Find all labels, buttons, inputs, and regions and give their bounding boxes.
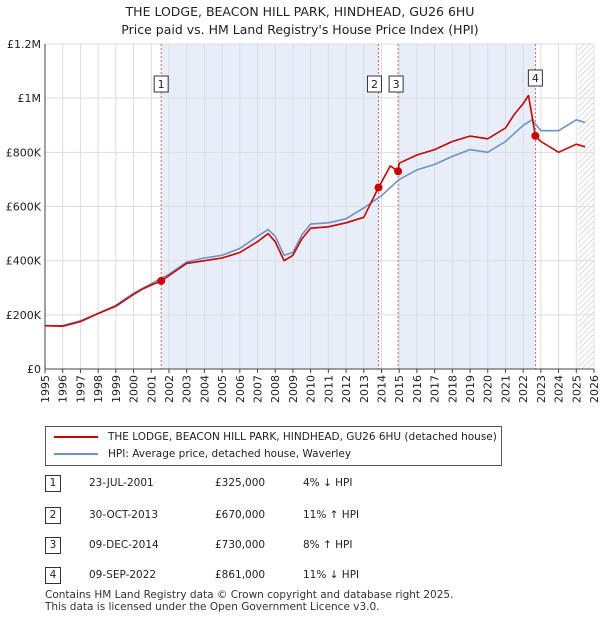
x-tick-label: 2022 — [517, 375, 530, 403]
x-tick-label: 2019 — [464, 375, 477, 403]
transaction-number: 1 — [45, 475, 61, 492]
sale-number-box — [366, 75, 382, 93]
x-tick-label: 2024 — [553, 375, 566, 403]
transaction-hpi: 4% ↓ HPI — [303, 477, 353, 489]
x-tick-label: 2017 — [429, 375, 442, 403]
x-tick-label: 1995 — [39, 375, 52, 403]
x-tick-label: 2007 — [252, 375, 265, 403]
sale-number-label: 1 — [158, 78, 165, 91]
y-tick-label: £400K — [6, 255, 42, 268]
property-series-line — [44, 94, 586, 328]
x-tick-label: 2010 — [305, 375, 318, 403]
x-tick-label: 2016 — [411, 375, 424, 403]
x-tick-label: 1996 — [57, 375, 70, 403]
transaction-price: £670,000 — [215, 509, 266, 521]
x-tick-label: 2003 — [181, 375, 194, 403]
x-tick-label: 1997 — [74, 375, 87, 403]
legend-swatch-hpi — [54, 453, 98, 455]
transaction-hpi: 11% ↓ HPI — [303, 569, 360, 581]
x-tick-label: 2015 — [393, 375, 406, 403]
footer-copyright: Contains HM Land Registry data © Crown c… — [45, 589, 454, 601]
x-tick-label: 2013 — [358, 375, 371, 403]
legend-swatch-property — [54, 436, 98, 438]
x-tick-label: 2002 — [163, 375, 176, 403]
transaction-date: 09-SEP-2022 — [89, 569, 157, 581]
y-tick-label: £1M — [18, 92, 42, 105]
sale-point — [394, 167, 403, 176]
x-tick-label: 2014 — [375, 375, 388, 403]
legend-label-hpi: HPI: Average price, detached house, Wave… — [108, 448, 352, 460]
x-tick-label: 2005 — [216, 375, 229, 403]
transaction-row: 3 09-DEC-2014 £730,000 8% ↑ HPI — [45, 537, 465, 555]
legend: THE LODGE, BEACON HILL PARK, HINDHEAD, G… — [45, 426, 502, 466]
x-tick-label: 2018 — [446, 375, 459, 403]
x-tick-label: 1998 — [92, 375, 105, 403]
sale-point — [531, 131, 540, 140]
transaction-hpi: 11% ↑ HPI — [303, 509, 360, 521]
transaction-price: £325,000 — [215, 477, 266, 489]
y-tick-label: £800K — [6, 146, 42, 159]
sale-number-label: 3 — [393, 78, 400, 91]
sale-point — [157, 276, 166, 285]
x-tick-label: 2008 — [269, 375, 282, 403]
x-tick-label: 2000 — [128, 375, 141, 403]
x-tick-label: 2026 — [588, 375, 600, 403]
x-tick-label: 2023 — [535, 375, 548, 403]
x-tick-label: 2009 — [287, 375, 300, 403]
footer-licence: This data is licensed under the Open Gov… — [45, 601, 380, 613]
y-tick-label: £0 — [27, 363, 41, 376]
transaction-price: £861,000 — [215, 569, 266, 581]
sale-number-box — [388, 75, 404, 93]
sale-point — [374, 183, 383, 192]
transaction-date: 09-DEC-2014 — [89, 539, 159, 551]
transaction-number: 2 — [45, 507, 61, 524]
legend-item-property: THE LODGE, BEACON HILL PARK, HINDHEAD, G… — [54, 431, 497, 443]
hpi-series-line — [45, 119, 586, 327]
x-tick-label: 2004 — [198, 375, 211, 403]
x-tick-label: 2020 — [482, 375, 495, 403]
x-tick-label: 1999 — [110, 375, 123, 403]
chart-title: THE LODGE, BEACON HILL PARK, HINDHEAD, G… — [125, 4, 475, 19]
x-tick-label: 2001 — [145, 375, 158, 403]
x-tick-label: 2025 — [570, 375, 583, 403]
footer: Contains HM Land Registry data © Crown c… — [45, 589, 453, 613]
x-tick-label: 2012 — [340, 375, 353, 403]
transaction-date: 23-JUL-2001 — [89, 477, 154, 489]
transaction-number: 4 — [45, 567, 61, 584]
sale-number-label: 4 — [532, 72, 539, 85]
transaction-date: 30-OCT-2013 — [89, 509, 158, 521]
transaction-hpi: 8% ↑ HPI — [303, 539, 353, 551]
y-tick-label: £1.2M — [7, 38, 41, 51]
transaction-price: £730,000 — [215, 539, 266, 551]
sale-number-box — [153, 75, 169, 93]
x-tick-label: 2006 — [234, 375, 247, 403]
legend-item-hpi: HPI: Average price, detached house, Wave… — [54, 448, 351, 460]
chart-subtitle: Price paid vs. HM Land Registry's House … — [121, 22, 479, 37]
y-tick-label: £200K — [6, 309, 42, 322]
transaction-row: 4 09-SEP-2022 £861,000 11% ↓ HPI — [45, 567, 465, 585]
legend-label-property: THE LODGE, BEACON HILL PARK, HINDHEAD, G… — [108, 431, 497, 443]
transaction-row: 2 30-OCT-2013 £670,000 11% ↑ HPI — [45, 507, 465, 525]
x-tick-label: 2011 — [322, 375, 335, 403]
y-tick-label: £600K — [6, 201, 42, 214]
x-tick-label: 2021 — [499, 375, 512, 403]
price-chart: 1 2 3 4 £0 £200K £400K £600K £800K £1M £1.2M 1995 1… — [6, 38, 600, 403]
transaction-row: 1 23-JUL-2001 £325,000 4% ↓ HPI — [45, 475, 465, 493]
transaction-number: 3 — [45, 537, 61, 554]
sale-number-label: 2 — [371, 78, 378, 91]
sale-number-box — [527, 69, 543, 87]
